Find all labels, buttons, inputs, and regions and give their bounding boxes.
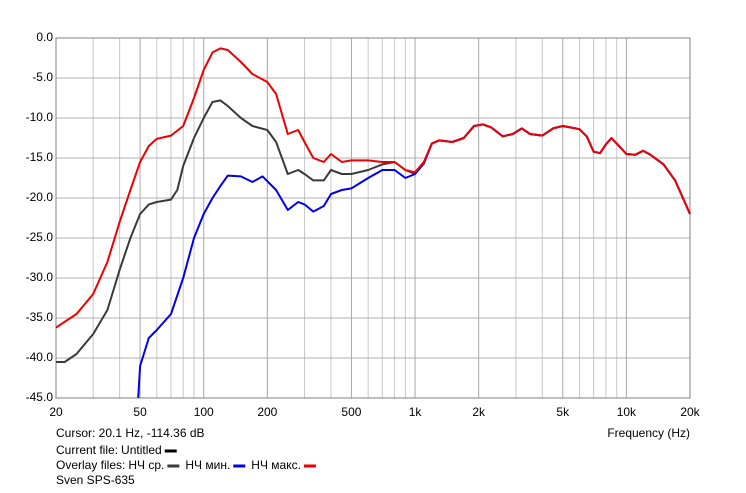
x-tick-label: 50: [133, 405, 147, 419]
x-tick-label: 20: [49, 405, 63, 419]
legend-label: НЧ ср.: [128, 458, 164, 472]
plot-area: [56, 38, 690, 398]
x-tick-label: 100: [194, 405, 214, 419]
x-tick-label: 5k: [556, 405, 570, 419]
current-file-label: Current file:: [56, 443, 118, 457]
legend-label: НЧ мин.: [185, 458, 230, 472]
y-tick-label: -30.0: [26, 270, 54, 284]
plot-frame: [55, 37, 691, 399]
overlay-label: Overlay files:: [56, 458, 125, 472]
y-tick-label: -15.0: [26, 150, 54, 164]
footer: Sven SPS-635: [56, 473, 135, 487]
series-line: [55, 47, 691, 329]
cursor-readout: Cursor: 20.1 Hz, -114.36 dB: [56, 426, 205, 440]
y-tick-label: -35.0: [26, 310, 54, 324]
current-file: Untitled: [121, 443, 162, 457]
y-tick-label: -40.0: [26, 350, 54, 364]
y-tick-label: -10.0: [26, 110, 54, 124]
x-tick-label: 500: [341, 405, 361, 419]
y-tick-label: -5.0: [32, 70, 53, 84]
y-tick-label: -20.0: [26, 190, 54, 204]
x-axis-label: Frequency (Hz): [607, 426, 690, 440]
x-tick-label: 20k: [680, 405, 700, 419]
y-tick-label: -45.0: [26, 390, 54, 404]
x-tick-label: 2k: [472, 405, 486, 419]
legend-label: НЧ макс.: [251, 458, 301, 472]
x-tick-label: 200: [257, 405, 277, 419]
x-tick-label: 10k: [617, 405, 637, 419]
x-tick-label: 1k: [409, 405, 423, 419]
y-tick-label: 0.0: [36, 30, 53, 44]
y-tick-label: -25.0: [26, 230, 54, 244]
